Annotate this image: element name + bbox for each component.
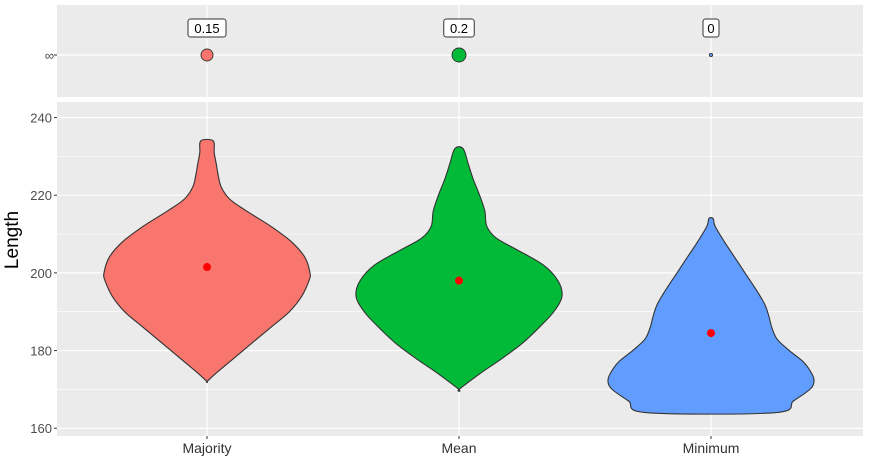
mean-point-majority (203, 263, 211, 272)
top-label-minimum: 0 (707, 21, 714, 36)
top-label-box-minimum (702, 18, 720, 38)
top-point-majority (200, 48, 214, 62)
y-tick-label: 180 (30, 344, 52, 359)
violin-mean (355, 146, 563, 392)
main-panel: 160 180 200 220 240 Majority Mean Minimum (30, 102, 863, 456)
y-tick-label: 160 (30, 421, 52, 436)
y-tick-label: 220 (30, 188, 52, 203)
top-panel: ∞ 0.15 0.2 0 (45, 5, 863, 97)
x-tick-label-majority: Majority (182, 440, 231, 456)
x-tick-label-mean: Mean (441, 440, 476, 456)
violin-minimum (607, 216, 815, 415)
x-tick-label-minimum: Minimum (683, 440, 740, 456)
top-panel-tick-label: ∞ (45, 48, 54, 63)
y-tick-label: 200 (30, 266, 52, 281)
y-tick-label: 240 (30, 111, 52, 126)
top-label-box-majority (187, 18, 227, 38)
mean-point-mean (455, 276, 463, 285)
top-point-mean (451, 47, 467, 63)
top-label-majority: 0.15 (194, 21, 219, 36)
y-axis-label: Length (2, 211, 23, 269)
top-label-mean: 0.2 (450, 21, 468, 36)
top-label-box-mean (443, 18, 475, 38)
top-point-minimum (708, 52, 714, 58)
violin-majority (103, 138, 311, 384)
mean-point-minimum (707, 329, 715, 338)
